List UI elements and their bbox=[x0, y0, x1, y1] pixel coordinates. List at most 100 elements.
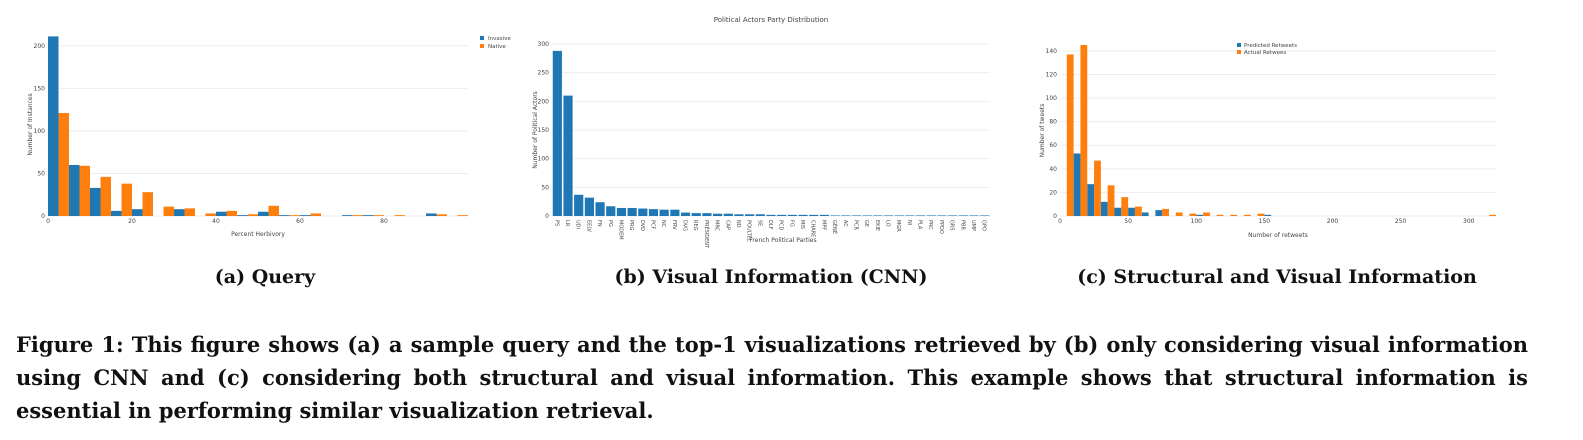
bar-invasive bbox=[426, 213, 437, 216]
bar-native bbox=[310, 213, 321, 216]
y-tick-label: 200 bbox=[538, 98, 550, 105]
y-tick-label: 0 bbox=[41, 213, 45, 220]
bar-invasive bbox=[258, 211, 269, 216]
bar-party bbox=[723, 213, 733, 216]
bar-native bbox=[121, 183, 132, 216]
x-tick-label: REG bbox=[692, 220, 698, 231]
x-tick-label: EELV bbox=[585, 220, 591, 233]
bar-native bbox=[247, 214, 258, 216]
legend-label: Actual Retwees bbox=[1244, 50, 1286, 56]
bar-party bbox=[883, 215, 894, 216]
x-tick-label: LO bbox=[885, 220, 891, 227]
bar-retweets bbox=[1264, 214, 1272, 216]
x-tick-label: 80 bbox=[380, 218, 388, 225]
x-tick-label: 40 bbox=[212, 218, 220, 225]
bar-party bbox=[926, 215, 936, 216]
x-tick-label: NI bbox=[906, 220, 912, 225]
x-tick-label: 20 bbox=[128, 218, 136, 225]
bar-party bbox=[606, 206, 616, 216]
bar-party bbox=[980, 215, 990, 216]
bar-party bbox=[777, 214, 787, 216]
bar-party bbox=[691, 213, 701, 216]
x-tick-label: GPO bbox=[981, 220, 987, 231]
bar-party bbox=[851, 215, 862, 216]
bar-invasive bbox=[174, 209, 185, 216]
bar-retweets bbox=[1162, 208, 1169, 216]
chart-panel-cnn: 0 50 100 150 200 250 300 PS LR UDI EELV FN PG MODEM PR… bbox=[520, 0, 1000, 260]
x-tick-label: PRÉSIDENT bbox=[703, 220, 711, 249]
x-axis-label: Percent Herbivory bbox=[231, 231, 285, 238]
bar-party bbox=[745, 214, 755, 216]
bar-invasive bbox=[237, 215, 248, 216]
bar-native bbox=[100, 176, 111, 216]
x-tick-label: MPF bbox=[820, 220, 826, 230]
bar-party bbox=[969, 215, 979, 216]
bar-retweets bbox=[1141, 212, 1149, 216]
bar-party bbox=[830, 215, 840, 216]
chart-panel-structural: 0 20 40 60 80 100 120 140 0 50 100 150 200 250 300 Numb… bbox=[1030, 0, 1510, 260]
bar-invasive bbox=[69, 164, 80, 216]
bar-party bbox=[958, 215, 968, 216]
y-tick-label: 0 bbox=[545, 213, 549, 220]
bar-invasive bbox=[132, 209, 143, 216]
bar-party bbox=[873, 215, 883, 216]
bar-party bbox=[894, 215, 904, 216]
bar-native bbox=[184, 208, 195, 216]
x-tick-label: PCF bbox=[649, 220, 655, 230]
bar-retweets bbox=[1489, 214, 1496, 216]
bar-invasive bbox=[279, 215, 290, 216]
x-tick-label: 0 bbox=[1058, 218, 1062, 225]
x-tick-label: 100 bbox=[1191, 218, 1203, 225]
y-tick-label: 40 bbox=[1049, 166, 1057, 173]
bar-retweets bbox=[1121, 197, 1129, 216]
x-tick-label: UDI bbox=[575, 220, 581, 229]
bar-native bbox=[352, 215, 363, 216]
bar-retweets bbox=[1087, 184, 1095, 216]
legend-swatch bbox=[1237, 50, 1241, 54]
legend-label: Invasive bbox=[488, 36, 511, 42]
bar-invasive bbox=[48, 36, 59, 217]
chart-panel-query: 0 50 100 150 200 0 20 40 60 80 Percent Herbivory Nu… bbox=[20, 0, 511, 260]
y-tick-label: 0 bbox=[1053, 213, 1057, 220]
x-tick-label: GÉNÉ bbox=[831, 220, 839, 234]
y-tick-label: 50 bbox=[37, 170, 45, 177]
bar-party bbox=[595, 202, 605, 216]
bar-party bbox=[648, 209, 659, 216]
bar-invasive bbox=[300, 215, 311, 216]
x-tick-label: ND bbox=[735, 220, 741, 228]
x-tick-label: PCR bbox=[852, 220, 858, 231]
bar-party bbox=[809, 214, 819, 216]
bar-retweets bbox=[1230, 214, 1238, 216]
bar-retweets bbox=[1155, 210, 1163, 216]
bar-party bbox=[948, 215, 958, 216]
y-axis-label: Number of Political Actors bbox=[532, 91, 539, 169]
x-tick-label: PPDO bbox=[938, 220, 944, 234]
bar-native bbox=[58, 113, 69, 216]
x-tick-label: MIS bbox=[799, 220, 805, 229]
bar-native bbox=[373, 215, 384, 216]
cnn-chart: 0 50 100 150 200 250 300 PS LR UDI EELV FN PG MODEM PR… bbox=[532, 16, 990, 249]
x-tick-label: CHARE bbox=[810, 220, 816, 237]
bar-retweets bbox=[1094, 160, 1101, 216]
y-axis-label: Number of Instances bbox=[27, 93, 34, 155]
y-tick-label: 100 bbox=[1046, 95, 1058, 102]
bar-native bbox=[457, 215, 468, 216]
chart-title: Political Actors Party Distribution bbox=[714, 16, 828, 24]
bar-invasive bbox=[90, 187, 101, 216]
bar-retweets bbox=[1107, 185, 1115, 216]
bar-party bbox=[680, 212, 691, 216]
y-tick-label: 150 bbox=[538, 127, 550, 134]
x-tick-label: MRC bbox=[714, 220, 720, 232]
bar-invasive bbox=[363, 215, 374, 216]
structural-chart: 0 20 40 60 80 100 120 140 0 50 100 150 200 250 300 Numb… bbox=[1039, 43, 1496, 239]
bar-party bbox=[819, 214, 830, 216]
bar-retweets bbox=[1134, 206, 1142, 216]
figure-caption: Figure 1: This figure shows (a) a sample… bbox=[16, 332, 1528, 423]
bar-party bbox=[905, 215, 915, 216]
bar-native bbox=[268, 205, 279, 216]
x-tick-label: 200 bbox=[1327, 218, 1339, 225]
x-tick-label: NC bbox=[660, 220, 666, 228]
x-tick-label: EKIE bbox=[874, 220, 880, 231]
x-tick-label: LR bbox=[564, 220, 570, 227]
y-tick-label: 200 bbox=[34, 43, 46, 50]
